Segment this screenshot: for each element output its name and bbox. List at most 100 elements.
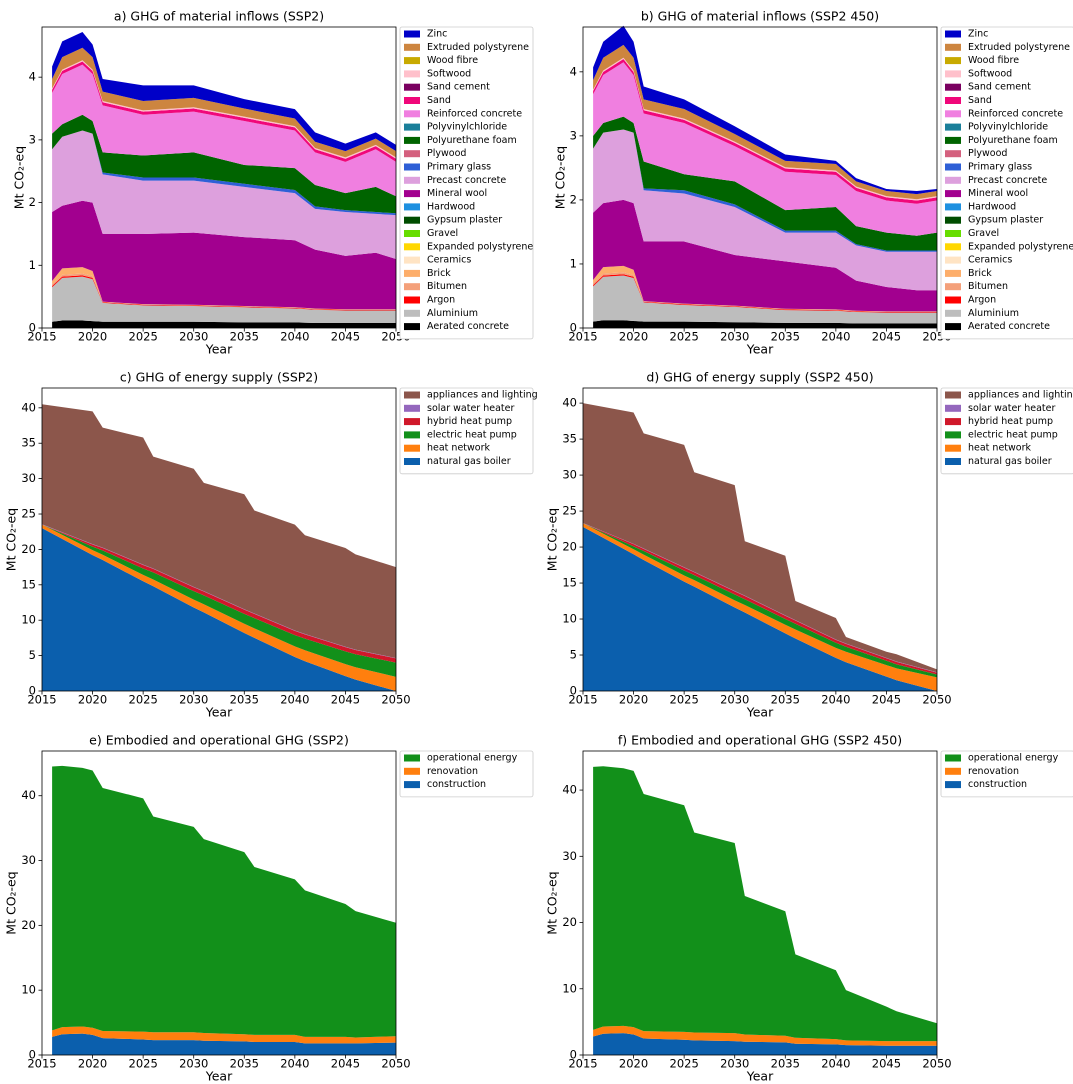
area xyxy=(52,114,397,214)
y-tick-label: 1 xyxy=(29,258,36,272)
legend-swatch xyxy=(945,444,961,452)
x-tick-label: 2025 xyxy=(129,1057,158,1071)
legend-label: Extruded polystyrene xyxy=(427,42,529,53)
area xyxy=(42,524,396,691)
x-tick-label: 2020 xyxy=(78,1057,107,1071)
x-tick-label: 2025 xyxy=(670,693,699,707)
legend-swatch xyxy=(945,70,961,78)
legend-label: Bitumen xyxy=(968,281,1008,292)
legend-swatch xyxy=(945,43,961,51)
legend-swatch xyxy=(404,458,420,465)
x-axis-label: Year xyxy=(746,705,774,720)
area xyxy=(52,276,397,323)
legend-swatch xyxy=(404,269,420,277)
legend-label: Extruded polystyrene xyxy=(968,42,1070,53)
y-tick-label: 20 xyxy=(21,542,36,556)
legend-swatch xyxy=(404,70,420,78)
chart-title: a) GHG of material inflows (SSP2) xyxy=(114,9,324,24)
legend-label: Bitumen xyxy=(427,281,467,292)
legend-swatch xyxy=(945,230,961,237)
legend-swatch xyxy=(404,296,420,304)
y-axis-label: Mt CO₂-eq xyxy=(4,508,19,571)
legend-swatch xyxy=(404,781,420,789)
legend-label: Polyvinylchloride xyxy=(427,122,507,133)
legend-swatch xyxy=(945,404,961,412)
x-tick-label: 2045 xyxy=(872,693,901,707)
legend-frame xyxy=(399,387,534,475)
x-tick-label: 2020 xyxy=(619,693,648,707)
legend-label: Primary glass xyxy=(968,162,1032,173)
legend-swatch xyxy=(404,203,420,211)
legend-swatch xyxy=(404,163,420,171)
legend-swatch xyxy=(404,123,420,131)
legend-label: Polyurethane foam xyxy=(968,135,1058,146)
x-tick-label: 2030 xyxy=(720,1057,749,1071)
area xyxy=(52,320,397,328)
y-tick-label: 30 xyxy=(562,468,577,482)
legend-swatch xyxy=(404,190,420,198)
legend-swatch xyxy=(945,163,961,171)
legend-label: Expanded polystyrene xyxy=(427,241,533,252)
legend-label: Hardwood xyxy=(968,201,1016,212)
x-tick-label: 2030 xyxy=(179,1057,208,1071)
legend-label: Plywood xyxy=(968,148,1007,159)
legend-swatch xyxy=(945,418,961,426)
area xyxy=(593,1033,937,1055)
legend-swatch xyxy=(945,269,961,277)
legend-swatch xyxy=(945,431,961,439)
legend-swatch xyxy=(404,243,420,251)
legend-swatch xyxy=(945,216,961,224)
legend-label: operational energy xyxy=(968,753,1059,764)
y-tick-label: 3 xyxy=(29,132,36,146)
x-tick-label: 2015 xyxy=(27,693,56,707)
area xyxy=(52,47,397,158)
legend-swatch xyxy=(404,309,420,317)
x-axis-label: Year xyxy=(205,342,233,357)
legend-frame xyxy=(940,26,1073,340)
legend-swatch xyxy=(404,283,420,291)
legend-swatch xyxy=(404,30,420,38)
x-tick-label: 2045 xyxy=(872,1057,901,1071)
legend-swatch xyxy=(945,323,961,331)
y-tick-label: 0 xyxy=(29,321,36,335)
legend-label: Softwood xyxy=(968,68,1012,79)
legend-label: Expanded polystyrene xyxy=(968,241,1073,252)
x-tick-label: 2040 xyxy=(821,693,850,707)
y-tick-label: 4 xyxy=(29,70,36,84)
plot-frame xyxy=(41,26,397,329)
legend-swatch xyxy=(945,458,961,465)
plot-frame xyxy=(41,750,397,1056)
legend-frame xyxy=(399,26,534,340)
plot-frame xyxy=(41,387,397,692)
x-axis-label: Year xyxy=(205,1069,233,1084)
legend-swatch xyxy=(945,767,961,775)
x-tick-label: 2025 xyxy=(129,693,158,707)
y-tick-label: 10 xyxy=(562,612,577,626)
x-tick-label: 2015 xyxy=(568,693,597,707)
legend-label: appliances and lighting xyxy=(427,390,538,401)
legend-label: Gravel xyxy=(968,228,999,239)
legend-swatch xyxy=(945,83,961,91)
x-tick-label: 2025 xyxy=(129,330,158,344)
legend-frame xyxy=(399,750,534,798)
legend-label: electric heat pump xyxy=(427,429,517,440)
y-tick-label: 20 xyxy=(562,915,577,929)
legend-swatch xyxy=(404,83,420,91)
legend-label: Zinc xyxy=(427,29,447,40)
y-tick-label: 40 xyxy=(21,400,36,414)
area xyxy=(593,129,937,291)
x-tick-label: 2040 xyxy=(821,1057,850,1071)
y-tick-label: 10 xyxy=(21,613,36,627)
x-tick-label: 2035 xyxy=(771,693,800,707)
legend-label: Aerated concrete xyxy=(968,321,1050,332)
y-tick-label: 40 xyxy=(21,788,36,802)
legend-label: Reinforced concrete xyxy=(968,108,1063,119)
x-tick-label: 2040 xyxy=(280,1057,309,1071)
x-tick-label: 2015 xyxy=(27,1057,56,1071)
legend-swatch xyxy=(945,256,961,264)
y-axis-label: Mt CO₂-eq xyxy=(12,146,27,209)
chart-title: e) Embodied and operational GHG (SSP2) xyxy=(89,733,349,748)
legend-label: Aerated concrete xyxy=(427,321,509,332)
legend-swatch xyxy=(404,323,420,331)
